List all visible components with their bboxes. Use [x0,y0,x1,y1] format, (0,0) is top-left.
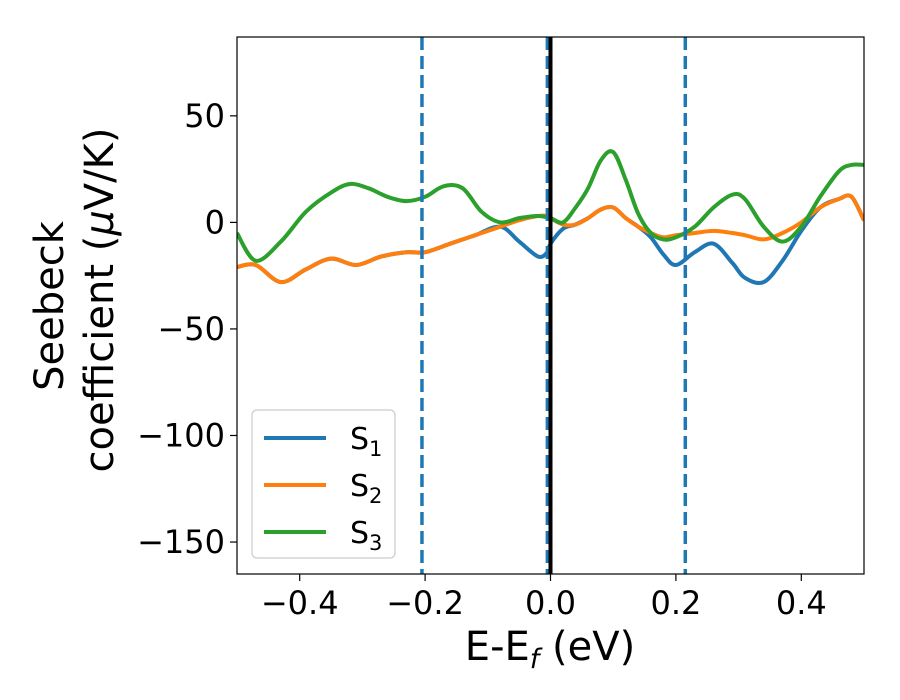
x-axis-ticks: −0.4 −0.2 0.0 0.2 0.4 [261,574,827,622]
vertical-lines [420,37,688,574]
y-tick-label: 50 [184,97,225,135]
legend: S1 S2 S3 [251,409,396,559]
y-axis-label-unit: V/K) [77,128,123,211]
series-line-s3 [237,149,864,263]
y-tick-label: 0 [205,203,225,241]
series-line-s2 [237,193,864,285]
x-axis-label: E-Ef (eV) [465,624,635,675]
y-axis-label-coefficient: coefficient ( [77,236,123,473]
legend-label-s3: S3 [350,516,382,555]
legend-label-s2: S2 [350,469,382,508]
legend-label-s1: S1 [350,422,382,461]
y-axis-label-mu: μ [77,210,123,236]
x-tick-label: 0.2 [650,584,701,622]
y-tick-label: −50 [157,310,225,348]
series-layer [237,149,864,286]
y-axis-label: Seebeck coefficient (μV/K) [27,128,123,473]
x-axis-label-unit: (eV) [539,624,635,670]
x-tick-label: 0.4 [776,584,827,622]
x-tick-label: 0.0 [525,584,576,622]
y-tick-label: −100 [137,416,225,454]
y-axis-label-line1: Seebeck [27,220,73,391]
y-axis-label-line2: coefficient (μV/K) [77,128,123,473]
y-tick-label: −150 [137,523,225,561]
y-axis-ticks: 50 0 −50 −100 −150 [137,97,237,561]
x-axis-label-main: E-E [465,624,530,670]
x-tick-label: −0.4 [261,584,339,622]
x-tick-label: −0.2 [386,584,464,622]
